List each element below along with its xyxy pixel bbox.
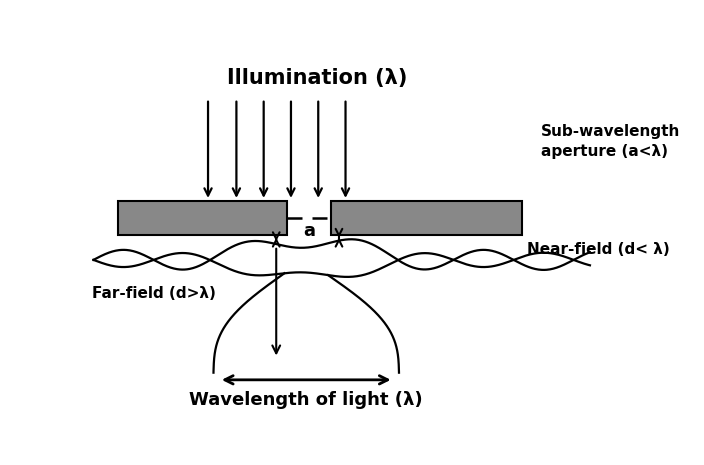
Text: Sub-wavelength
aperture (a<λ): Sub-wavelength aperture (a<λ)	[541, 124, 680, 159]
Text: Wavelength of light (λ): Wavelength of light (λ)	[189, 391, 423, 409]
Text: a: a	[303, 222, 315, 240]
Text: Illumination (λ): Illumination (λ)	[227, 68, 408, 88]
Text: Near-field (d< λ): Near-field (d< λ)	[527, 242, 670, 257]
Bar	[331, 201, 522, 235]
Text: Far-field (d>λ): Far-field (d>λ)	[92, 286, 216, 301]
Bar	[118, 201, 287, 235]
